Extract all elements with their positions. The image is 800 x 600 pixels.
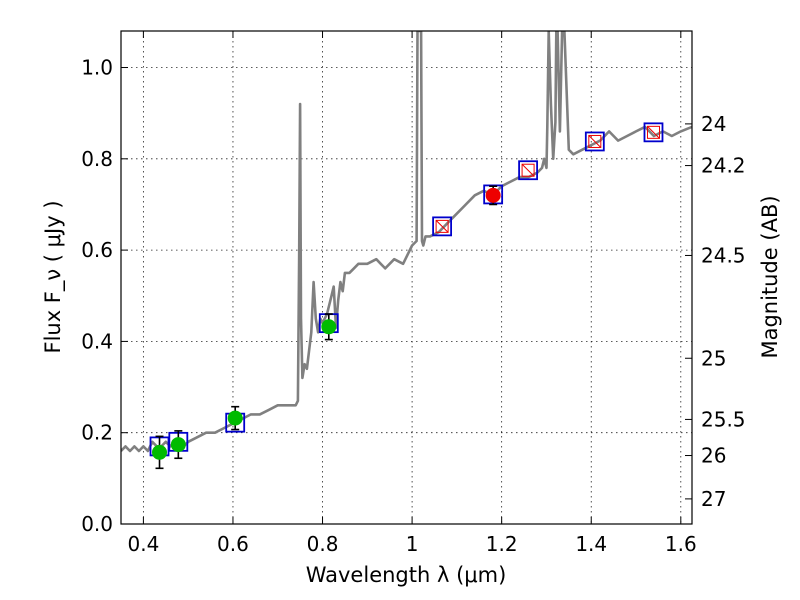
x-tick-label: 1.6 <box>665 532 697 556</box>
y2-tick-label: 27 <box>701 487 726 511</box>
y2-tick-label: 25.5 <box>701 407 746 431</box>
x-tick-label: 1 <box>406 532 419 556</box>
observed-point <box>170 437 186 453</box>
y-tick-label: 1.0 <box>81 56 113 80</box>
y-axis-label: Flux F_ν ( μJy ) <box>41 200 66 353</box>
y-tick-label: 0.4 <box>81 329 113 353</box>
y2-tick-label: 24 <box>701 112 726 136</box>
upper-limit-slash <box>647 125 660 139</box>
model-photometry-square <box>432 216 453 237</box>
y2-tick-label: 24.5 <box>701 243 746 267</box>
upper-limit-slash <box>521 163 535 177</box>
y-tick-label: 0.0 <box>81 512 113 536</box>
sed-line-layer <box>121 31 692 453</box>
upper-limit-slash <box>435 220 449 233</box>
y-tick-label: 0.2 <box>81 421 113 445</box>
right-axis-label: Magnitude (AB) <box>758 195 782 358</box>
observed-point <box>321 319 337 335</box>
y-tick-label: 0.6 <box>81 238 113 262</box>
upper-limit-marker <box>646 125 660 139</box>
x-tick-label: 0.4 <box>127 532 159 556</box>
upper-limit-marker <box>588 134 602 148</box>
upper-limit-marker <box>521 163 535 177</box>
y2-tick-label: 26 <box>701 444 726 468</box>
upper-limit-marker <box>435 219 449 233</box>
observed-point <box>227 410 243 426</box>
y-tick-label: 0.8 <box>81 147 113 171</box>
axes: 0.4 0.6 0.8 1 1.2 1.4 1.6 0.0 0.2 0.4 0.6 0.8 1.0 24 2… <box>81 30 746 556</box>
x-tick-label: 1.4 <box>575 532 607 556</box>
marker-layer <box>149 122 664 470</box>
x-axis-label: Wavelength λ (μm) <box>306 563 507 587</box>
x-tick-label: 0.8 <box>307 532 339 556</box>
upper-limit-slash <box>588 135 602 148</box>
y2-tick-label: 24.2 <box>701 154 746 178</box>
plot-frame <box>120 30 693 525</box>
sed-model-line <box>121 31 692 453</box>
model-photometry-square <box>643 122 664 143</box>
x-tick-label: 1.2 <box>486 532 518 556</box>
y2-tick-label: 25 <box>701 346 726 370</box>
grid <box>121 31 692 525</box>
observed-point <box>485 187 501 203</box>
model-photometry-square <box>518 160 538 181</box>
model-photometry-square <box>584 131 605 152</box>
x-tick-label: 0.6 <box>217 532 249 556</box>
observed-point <box>152 444 168 460</box>
